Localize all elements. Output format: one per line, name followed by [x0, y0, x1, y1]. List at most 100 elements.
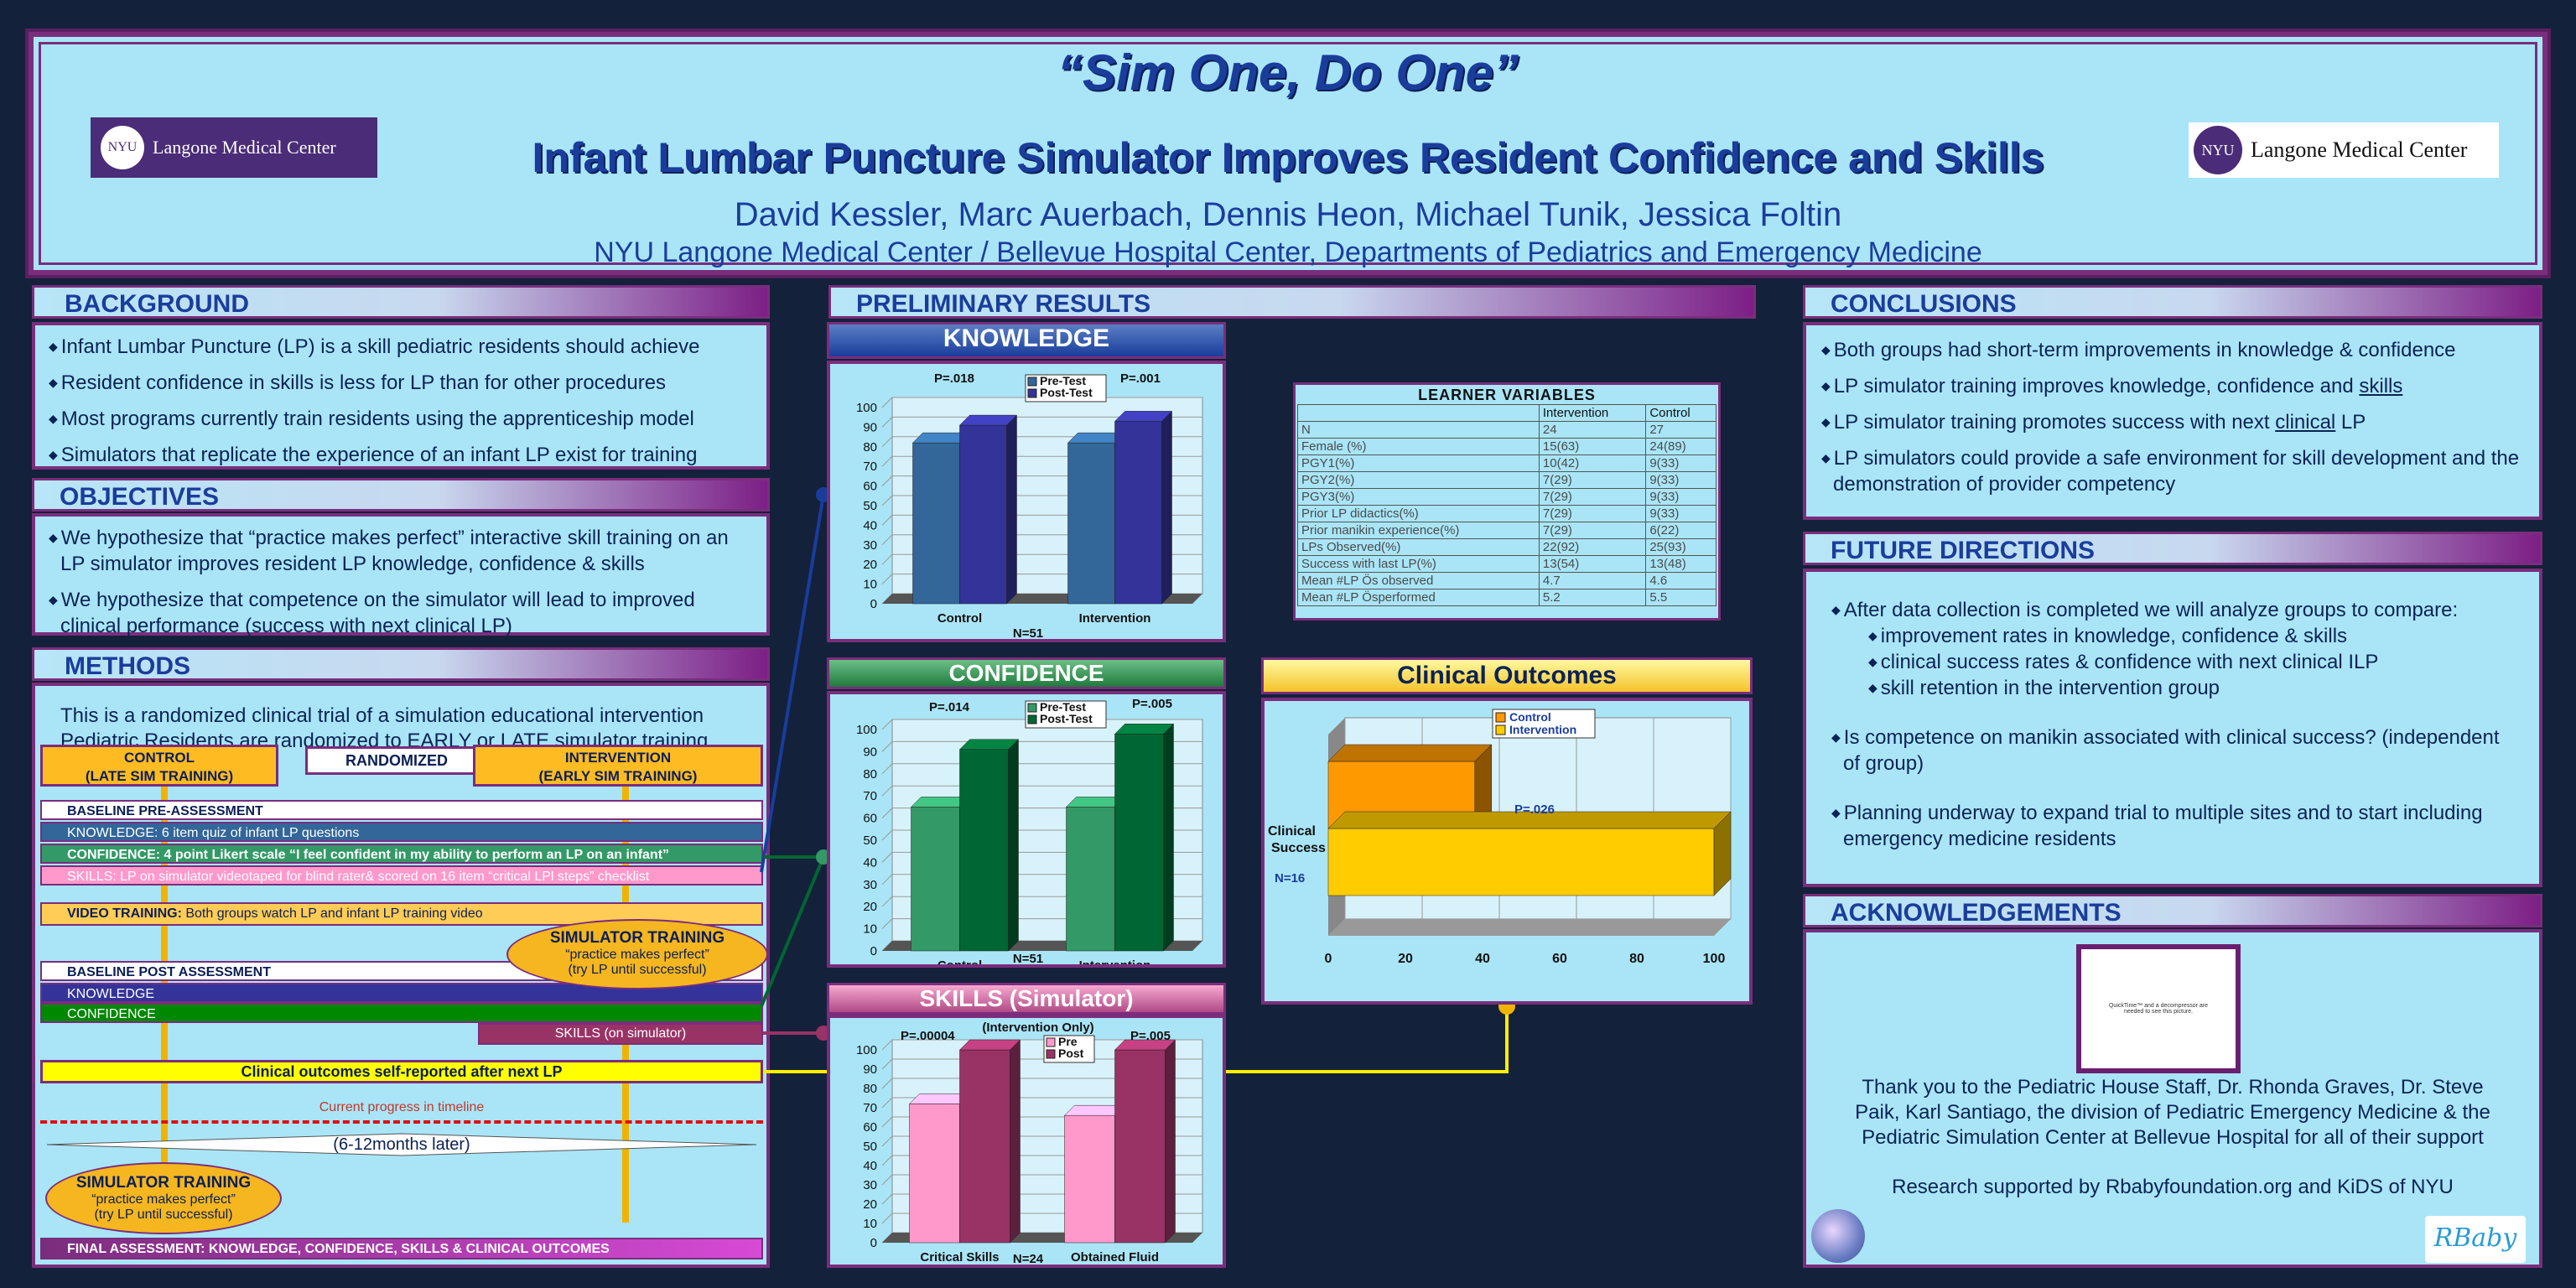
skills-chart-title: SKILLS (Simulator): [827, 983, 1226, 1015]
y-tick-label: 30: [863, 878, 877, 892]
learner-cell: 13(54): [1538, 555, 1647, 573]
sim-training-sub: (try LP until successful): [94, 1208, 233, 1222]
randomized-box: RANDOMIZED: [305, 746, 488, 775]
learner-cell: Mean #LP Ösperformed: [1297, 589, 1540, 606]
quicktime-placeholder: QuickTime™ and a decompressor are needed…: [2076, 944, 2241, 1073]
video-training-bar: VIDEO TRAINING: Both groups watch LP and…: [40, 902, 763, 926]
bar: [912, 442, 960, 605]
knowledge-chart: 0 10 20 30 40 50 60 70 80 90 100 Control Interventio…: [856, 371, 1203, 641]
legend-label: Intervention: [1509, 723, 1576, 736]
objectives-heading: OBJECTIVES: [32, 478, 770, 512]
current-progress-label: Current progress in timeline: [319, 1100, 485, 1114]
legend-swatch: [1027, 714, 1037, 724]
gridline: [881, 741, 893, 752]
background-bullet: Simulators that replicate the experience…: [49, 442, 753, 468]
clinical-outcomes-chart: 0 20 40 60 80 100 Clinical Success N=16 P=.026 Con…: [1268, 709, 1732, 966]
rbaby-logo: RBaby: [2425, 1216, 2526, 1263]
legend-swatch: [1027, 388, 1037, 398]
y-tick-label: 70: [863, 1101, 877, 1115]
gridline: [881, 475, 893, 486]
bar-side: [1010, 1039, 1021, 1244]
learner-cell: [1297, 404, 1540, 422]
legend-label: Control: [1509, 710, 1551, 724]
sim-training-sub: (try LP until successful): [568, 963, 707, 977]
conclusions-underlined: skills: [2359, 375, 2403, 397]
bar: [1114, 421, 1162, 605]
rbaby-logo-text: RBaby: [2433, 1223, 2517, 1253]
future-bullet: After data collection is completed we wi…: [1831, 597, 2514, 623]
y-tick-label: 60: [863, 1120, 877, 1135]
learner-row: Prior LP didactics(%) 7(29) 9(33): [1297, 505, 1716, 522]
legend-label: Post-Test: [1040, 386, 1093, 399]
bar-side: [1008, 739, 1019, 952]
kids-logo-icon: [1811, 1209, 1865, 1263]
poster-subtitle: Infant Lumbar Puncture Simulator Improve…: [532, 134, 2044, 181]
gridline: [881, 553, 893, 565]
bar: [959, 1049, 1010, 1244]
chart-annotation: (Intervention Only): [982, 1021, 1093, 1035]
y-tick-label: 10: [863, 578, 877, 592]
x-tick-label: Intervention: [1079, 611, 1151, 626]
future-bullet: Planning underway to expand trial to mul…: [1831, 800, 2514, 852]
objectives-bullet: We hypothesize that competence on the si…: [49, 587, 753, 639]
confidence-chart: 0 10 20 30 40 50 60 70 80 90 100 Control Interventio…: [856, 697, 1203, 973]
sim-training-sub: “practice makes perfect”: [565, 948, 709, 962]
skills-post-box: SKILLS (on simulator): [478, 1023, 763, 1045]
learner-cell: Success with last LP(%): [1297, 555, 1540, 573]
legend-box: [1025, 700, 1107, 729]
title-inner-frame: [39, 42, 2537, 265]
learner-row: PGY2(%) 7(29) 9(33): [1297, 471, 1716, 489]
y-tick-label: 10: [863, 922, 877, 937]
bar-side: [1163, 723, 1174, 952]
x-tick-label: 80: [1629, 952, 1644, 966]
methods-heading: METHODS: [32, 647, 770, 681]
gridline: [881, 1155, 893, 1166]
learner-cell: Prior manikin experience(%): [1297, 522, 1540, 539]
legend-swatch: [1495, 724, 1506, 735]
learner-cell: 15(63): [1538, 438, 1647, 455]
bar: [1114, 1049, 1166, 1244]
confidence-pre-bar: CONFIDENCE: 4 point Likert scale “I feel…: [40, 844, 763, 864]
legend-swatch: [1027, 377, 1037, 387]
clinical-chart-title: Clinical Outcomes: [1261, 657, 1753, 694]
acknowledgements-heading: ACKNOWLEDGEMENTS: [1803, 894, 2542, 927]
learner-row: N 24 27: [1297, 421, 1716, 439]
clinical-outcomes-bar: Clinical outcomes self-reported after ne…: [40, 1060, 763, 1083]
knowledge-chart-title: KNOWLEDGE: [827, 322, 1226, 359]
conclusions-heading: CONCLUSIONS: [1803, 285, 2542, 319]
video-training-text: Both groups watch LP and infant LP train…: [181, 906, 483, 921]
confidence-chart-panel: 0 10 20 30 40 50 60 70 80 90 100 Control Interventio…: [827, 691, 1226, 973]
legend-label: Post-Test: [1040, 712, 1093, 725]
nyu-logo-left: NYU Langone Medical Center: [91, 117, 377, 178]
chart-annotation: P=.001: [1120, 371, 1161, 386]
gridline: [881, 1193, 893, 1205]
learner-cell: 4.6: [1645, 572, 1716, 589]
objectives-bullet: We hypothesize that “practice makes perf…: [49, 525, 753, 577]
chart-annotation: P=.005: [1130, 1029, 1171, 1043]
bar: [909, 1104, 960, 1244]
learner-row: Mean #LP Ösperformed 5.2 5.5: [1297, 589, 1716, 606]
learner-cell: 10(42): [1538, 454, 1647, 472]
chart-annotation: P=.018: [934, 371, 974, 386]
knowledge-pre-bar: KNOWLEDGE: 6 item quiz of infant LP ques…: [40, 822, 763, 842]
gridline: [881, 719, 893, 730]
objectives-panel: We hypothesize that “practice makes perf…: [32, 513, 770, 639]
learner-cell: 22(92): [1538, 538, 1647, 556]
conclusions-text: LP simulator training promotes success w…: [1833, 411, 2276, 434]
learner-cell: 7(29): [1538, 488, 1647, 506]
acknowledgements-thanks: Thank you to the Pediatric House Staff, …: [1855, 1076, 2490, 1149]
gridline: [881, 918, 893, 929]
y-tick-label: 0: [870, 1236, 877, 1250]
gridline: [881, 574, 893, 584]
conclusions-text: LP: [2335, 411, 2366, 434]
conclusions-underlined: clinical: [2275, 411, 2336, 434]
background-bullet: Resident confidence in skills is less fo…: [49, 370, 753, 396]
connector-lines: [760, 487, 1515, 1073]
learner-cell: Mean #LP Ös observed: [1297, 572, 1540, 589]
x-tick-label: Control: [937, 958, 982, 964]
video-training-label: VIDEO TRAINING:: [67, 906, 182, 921]
confidence-post-bar: CONFIDENCE: [40, 1003, 763, 1023]
y-tick-label: 50: [863, 1140, 877, 1154]
bar-side: [1165, 1039, 1176, 1244]
gridline: [881, 829, 893, 841]
